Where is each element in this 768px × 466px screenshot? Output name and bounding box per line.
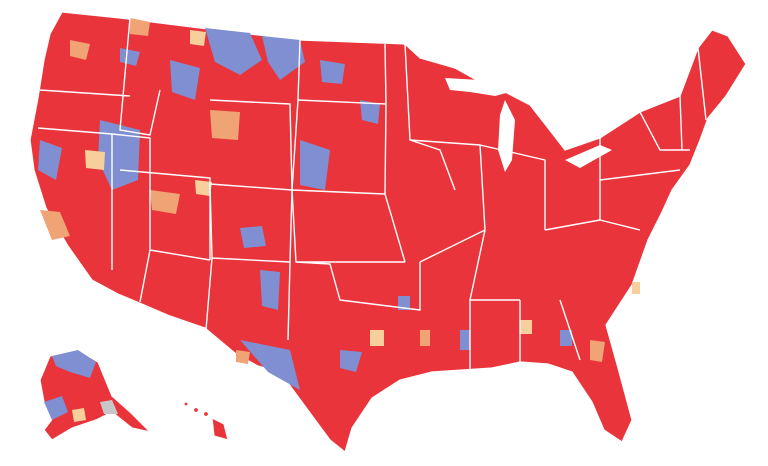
state-border bbox=[205, 99, 293, 341]
county-patch bbox=[340, 350, 362, 372]
county-patch bbox=[40, 210, 70, 240]
county-patch bbox=[590, 340, 605, 362]
county-patch bbox=[190, 30, 206, 46]
county-patch bbox=[205, 28, 262, 75]
alaska-region bbox=[44, 396, 68, 420]
alaska-region bbox=[72, 408, 86, 422]
state-border bbox=[291, 39, 421, 311]
county-patch bbox=[70, 40, 90, 60]
island bbox=[211, 416, 229, 441]
county-patch bbox=[398, 296, 410, 310]
county-patch bbox=[240, 340, 300, 390]
county-patch bbox=[370, 330, 384, 346]
county-patch bbox=[420, 330, 430, 346]
island bbox=[183, 401, 189, 407]
county-patch bbox=[632, 282, 640, 294]
county-patch bbox=[130, 18, 150, 36]
hawaii bbox=[183, 401, 229, 441]
county-patch bbox=[520, 320, 532, 334]
county-patch bbox=[360, 100, 380, 124]
county-patch bbox=[560, 330, 572, 346]
county-patch bbox=[262, 36, 305, 80]
alaska-region bbox=[100, 400, 118, 414]
island bbox=[202, 410, 210, 418]
county-patch bbox=[195, 180, 212, 196]
lake-superior bbox=[445, 78, 510, 96]
county-patch bbox=[260, 270, 280, 310]
county-patches bbox=[38, 18, 640, 390]
alaska-region bbox=[52, 350, 96, 378]
county-patch bbox=[236, 350, 250, 364]
county-patch bbox=[300, 140, 330, 190]
county-patch bbox=[240, 226, 266, 248]
county-patch bbox=[150, 190, 180, 214]
state-border bbox=[404, 43, 601, 370]
county-patch bbox=[85, 150, 105, 170]
county-patch bbox=[460, 330, 470, 350]
county-patch bbox=[210, 110, 240, 140]
contiguous-us bbox=[29, 11, 747, 454]
lake-michigan bbox=[498, 100, 515, 172]
county-patch bbox=[38, 140, 62, 180]
state-border bbox=[599, 47, 707, 231]
state-borders bbox=[37, 17, 707, 370]
state-border bbox=[37, 17, 211, 303]
county-patch bbox=[320, 60, 345, 84]
island bbox=[192, 406, 200, 414]
county-patch bbox=[98, 120, 140, 190]
county-patch bbox=[120, 48, 140, 66]
county-patch bbox=[170, 60, 200, 100]
